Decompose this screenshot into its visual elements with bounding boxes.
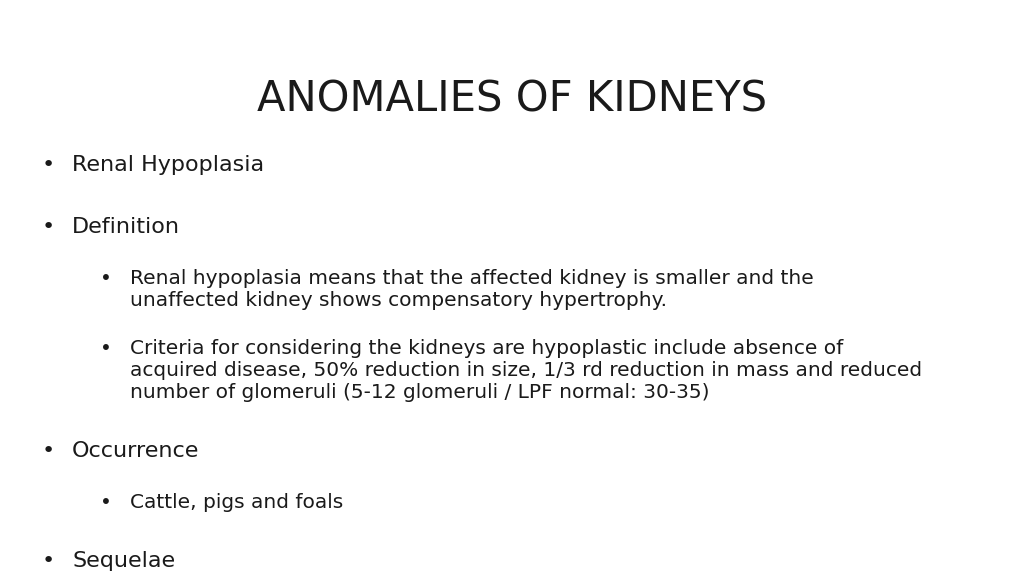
Text: Cattle, pigs and foals: Cattle, pigs and foals xyxy=(130,493,343,512)
Text: Occurrence: Occurrence xyxy=(72,441,200,461)
Text: •: • xyxy=(42,551,55,571)
Text: •: • xyxy=(100,269,112,288)
Text: •: • xyxy=(100,493,112,512)
Text: •: • xyxy=(42,217,55,237)
Text: Criteria for considering the kidneys are hypoplastic include absence of
acquired: Criteria for considering the kidneys are… xyxy=(130,339,923,402)
Text: •: • xyxy=(42,155,55,175)
Text: Renal hypoplasia means that the affected kidney is smaller and the
unaffected ki: Renal hypoplasia means that the affected… xyxy=(130,269,814,310)
Text: •: • xyxy=(42,441,55,461)
Text: Renal Hypoplasia: Renal Hypoplasia xyxy=(72,155,264,175)
Text: Sequelae: Sequelae xyxy=(72,551,175,571)
Text: Definition: Definition xyxy=(72,217,180,237)
Text: •: • xyxy=(100,339,112,358)
Text: ANOMALIES OF KIDNEYS: ANOMALIES OF KIDNEYS xyxy=(257,78,767,120)
